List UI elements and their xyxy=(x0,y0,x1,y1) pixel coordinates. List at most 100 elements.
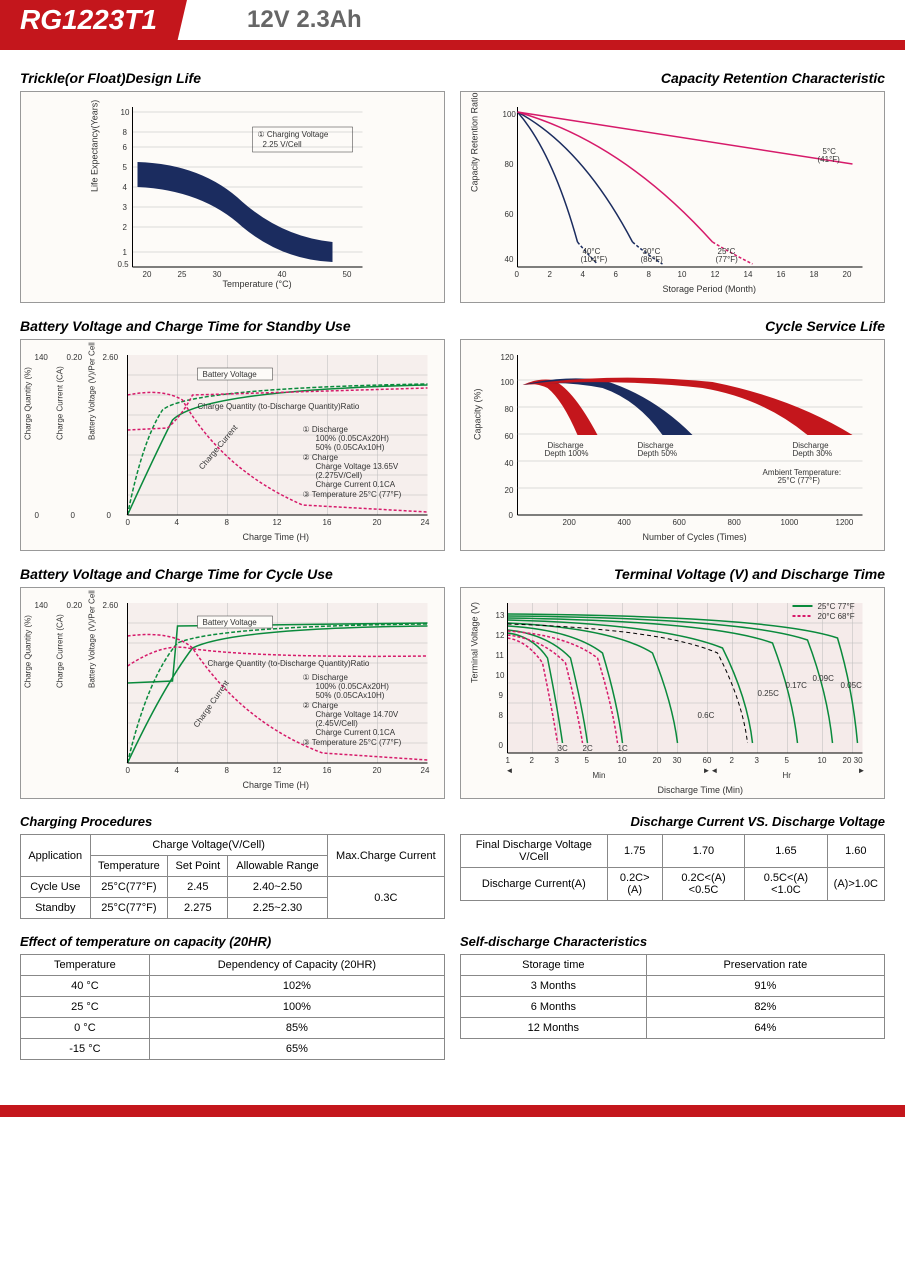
svg-text:50: 50 xyxy=(343,270,352,279)
chart-retention: 40°C(104°F) 30°C(86°F) 25°C(77°F) 5°C(41… xyxy=(460,91,885,303)
svg-text:4: 4 xyxy=(175,766,180,775)
svg-text:120: 120 xyxy=(501,353,515,362)
svg-text:Hr: Hr xyxy=(783,771,792,780)
svg-text:400: 400 xyxy=(618,518,632,527)
svg-text:Capacity (%): Capacity (%) xyxy=(473,388,483,440)
svg-text:Number of Cycles (Times): Number of Cycles (Times) xyxy=(643,532,747,542)
chart-title-retention: Capacity Retention Characteristic xyxy=(460,70,885,86)
svg-text:0.20: 0.20 xyxy=(67,353,83,362)
svg-text:60: 60 xyxy=(505,432,514,441)
svg-text:Charge Voltage 14.70V: Charge Voltage 14.70V xyxy=(316,710,399,719)
svg-text:Life Expectancy(Years): Life Expectancy(Years) xyxy=(90,100,100,192)
svg-text:800: 800 xyxy=(728,518,742,527)
svg-text:0.17C: 0.17C xyxy=(786,681,808,690)
th: Final Discharge Voltage V/Cell xyxy=(461,835,608,868)
svg-text:0: 0 xyxy=(107,511,112,520)
table-title-discharge: Discharge Current VS. Discharge Voltage xyxy=(460,814,885,829)
td: 25 °C xyxy=(21,997,150,1018)
td: 91% xyxy=(646,976,884,997)
td: 0.2C<(A)<0.5C xyxy=(662,868,744,901)
svg-text:10: 10 xyxy=(121,108,130,117)
svg-text:60: 60 xyxy=(703,756,712,765)
table-discharge: Final Discharge Voltage V/Cell1.751.701.… xyxy=(460,834,885,901)
svg-text:Battery Voltage: Battery Voltage xyxy=(203,370,258,379)
svg-text:10: 10 xyxy=(618,756,627,765)
chart-title-cycle: Battery Voltage and Charge Time for Cycl… xyxy=(20,566,445,582)
svg-text:② Charge: ② Charge xyxy=(303,701,339,710)
svg-text:Charge Quantity (%): Charge Quantity (%) xyxy=(24,367,33,440)
svg-text:40: 40 xyxy=(505,255,514,264)
chart-cyclelife: DischargeDepth 100% DischargeDepth 50% D… xyxy=(460,339,885,551)
th: Application xyxy=(21,835,91,877)
td: Cycle Use xyxy=(21,877,91,898)
svg-text:3: 3 xyxy=(555,756,560,765)
svg-text:13: 13 xyxy=(496,611,505,620)
svg-text:24: 24 xyxy=(421,766,430,775)
svg-text:Charge Current 0.1CA: Charge Current 0.1CA xyxy=(316,728,396,737)
svg-text:600: 600 xyxy=(673,518,687,527)
svg-text:5: 5 xyxy=(585,756,590,765)
chart-title-standby: Battery Voltage and Charge Time for Stan… xyxy=(20,318,445,334)
svg-text:③ Temperature 25°C (77°F): ③ Temperature 25°C (77°F) xyxy=(303,490,402,499)
svg-text:20: 20 xyxy=(143,270,152,279)
svg-text:Charge Current 0.1CA: Charge Current 0.1CA xyxy=(316,480,396,489)
svg-text:25°C 77°F: 25°C 77°F xyxy=(818,602,855,611)
svg-text:3: 3 xyxy=(755,756,760,765)
chart-terminal: Terminal Voltage (V) Discharge Time (Min… xyxy=(460,587,885,799)
td: 25°C(77°F) xyxy=(90,898,168,919)
svg-text:① Charging Voltage: ① Charging Voltage xyxy=(258,130,329,139)
td: 100% xyxy=(149,997,444,1018)
svg-text:0: 0 xyxy=(126,518,131,527)
svg-text:100: 100 xyxy=(503,110,517,119)
svg-text:Charge Current (CA): Charge Current (CA) xyxy=(56,614,65,688)
table-title-tempcap: Effect of temperature on capacity (20HR) xyxy=(20,934,445,949)
svg-text:0.25C: 0.25C xyxy=(758,689,780,698)
svg-text:3C: 3C xyxy=(558,744,568,753)
svg-text:40: 40 xyxy=(278,270,287,279)
td: 85% xyxy=(149,1018,444,1039)
svg-text:2C: 2C xyxy=(583,744,593,753)
svg-text:Discharge Time (Min): Discharge Time (Min) xyxy=(658,785,744,795)
svg-text:0: 0 xyxy=(71,511,76,520)
svg-text:0.5: 0.5 xyxy=(118,260,130,269)
svg-text:Min: Min xyxy=(593,771,606,780)
header: RG1223T1 12V 2.3Ah xyxy=(0,0,905,50)
svg-text:8: 8 xyxy=(225,766,230,775)
td: 2.25~2.30 xyxy=(228,898,327,919)
svg-text:4: 4 xyxy=(123,183,128,192)
svg-text:25: 25 xyxy=(178,270,187,279)
svg-text:16: 16 xyxy=(323,766,332,775)
svg-text:② Charge: ② Charge xyxy=(303,453,339,462)
th: Temperature xyxy=(21,955,150,976)
svg-text:1C: 1C xyxy=(618,744,628,753)
td: 3 Months xyxy=(461,976,647,997)
svg-text:5: 5 xyxy=(785,756,790,765)
td: 40 °C xyxy=(21,976,150,997)
spec-text: 12V 2.3Ah xyxy=(247,6,362,34)
td: 6 Months xyxy=(461,997,647,1018)
svg-text:(2.45V/Cell): (2.45V/Cell) xyxy=(316,719,359,728)
svg-text:(41°F): (41°F) xyxy=(818,155,841,164)
svg-text:Depth 100%: Depth 100% xyxy=(545,449,589,458)
svg-text:6: 6 xyxy=(123,143,128,152)
th: 1.70 xyxy=(662,835,744,868)
svg-text:2: 2 xyxy=(530,756,535,765)
svg-text:8: 8 xyxy=(647,270,652,279)
td: 25°C(77°F) xyxy=(90,877,168,898)
svg-text:① Discharge: ① Discharge xyxy=(303,673,349,682)
svg-text:(2.275V/Cell): (2.275V/Cell) xyxy=(316,471,363,480)
svg-text:20 30: 20 30 xyxy=(843,756,864,765)
svg-text:Charge Time (H): Charge Time (H) xyxy=(243,780,310,790)
td: 0.5C<(A)<1.0C xyxy=(745,868,827,901)
footer-bar xyxy=(0,1105,905,1117)
table-title-selfdis: Self-discharge Characteristics xyxy=(460,934,885,949)
td: (A)>1.0C xyxy=(827,868,884,901)
svg-text:8: 8 xyxy=(499,711,504,720)
svg-text:8: 8 xyxy=(225,518,230,527)
svg-text:20: 20 xyxy=(843,270,852,279)
svg-text:0.05C: 0.05C xyxy=(841,681,863,690)
svg-text:20: 20 xyxy=(505,486,514,495)
th: Max.Charge Current xyxy=(327,835,444,877)
svg-text:100% (0.05CAx20H): 100% (0.05CAx20H) xyxy=(316,434,390,443)
svg-text:5: 5 xyxy=(123,163,128,172)
